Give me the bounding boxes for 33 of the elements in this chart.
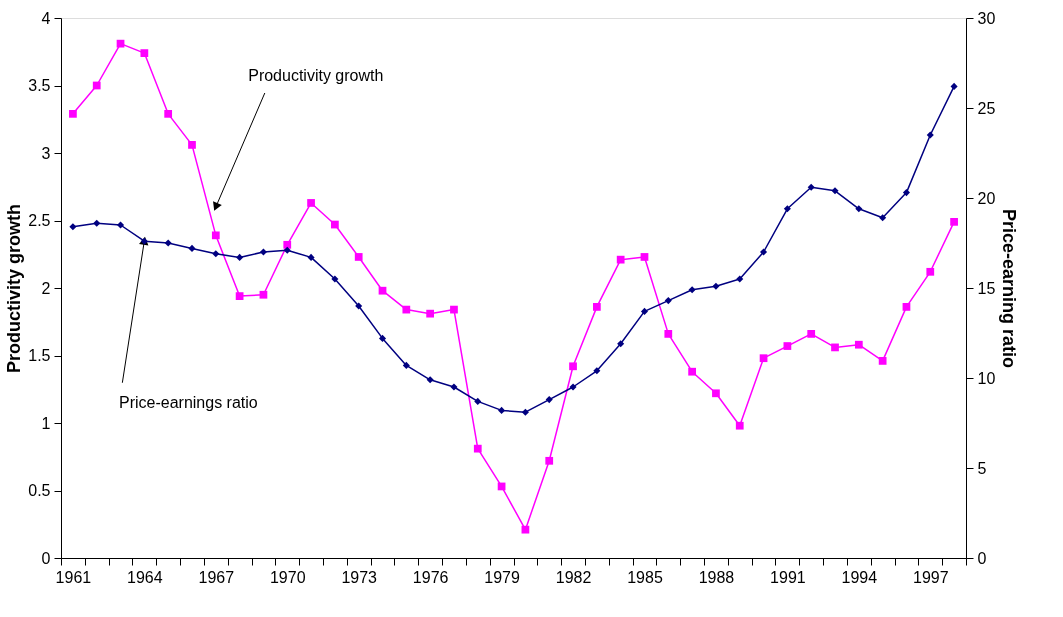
x-tick-label: 1961 — [55, 568, 92, 586]
x-tick-label: 1985 — [627, 568, 663, 586]
y2-tick-label: 30 — [977, 9, 996, 27]
y-tick-label: 0.5 — [28, 482, 51, 499]
y-tick-label: 1.5 — [28, 347, 51, 364]
y-tick-label: 4 — [41, 9, 51, 27]
y-tick-label: 1 — [41, 414, 51, 432]
x-tick-label: 1982 — [555, 568, 592, 586]
x-tick-label: 1964 — [127, 568, 163, 586]
y-tick-label: 3.5 — [28, 77, 51, 94]
y2-tick-label: 15 — [977, 279, 996, 297]
x-tick-label: 1967 — [198, 568, 235, 586]
y2-tick-label: 5 — [977, 459, 987, 477]
annotation: Productivity growth — [248, 67, 384, 84]
x-tick-label: 1994 — [841, 568, 878, 586]
x-tick-label: 1973 — [341, 568, 378, 586]
x-tick-label: 1997 — [912, 568, 949, 586]
y2-tick-label: 0 — [977, 549, 987, 567]
y-tick-label: 2.5 — [28, 212, 51, 229]
x-tick-label: 1988 — [698, 568, 735, 586]
annotation: Price-earnings ratio — [118, 393, 258, 411]
x-tick-label: 1979 — [484, 568, 520, 586]
y-axis-title: Productivity growth — [4, 203, 25, 374]
y2-tick-label: 20 — [977, 189, 996, 207]
x-tick-label: 1976 — [412, 568, 449, 586]
y-tick-label: 0 — [41, 549, 51, 567]
y-tick-label: 3 — [41, 144, 51, 162]
y2-tick-label: 10 — [977, 369, 996, 387]
y-tick-label: 2 — [41, 279, 51, 297]
y2-tick-label: 25 — [977, 99, 996, 117]
x-tick-label: 1991 — [770, 568, 806, 586]
y2-axis-title: Price-earning ratio — [999, 208, 1020, 369]
x-tick-label: 1970 — [269, 568, 306, 586]
